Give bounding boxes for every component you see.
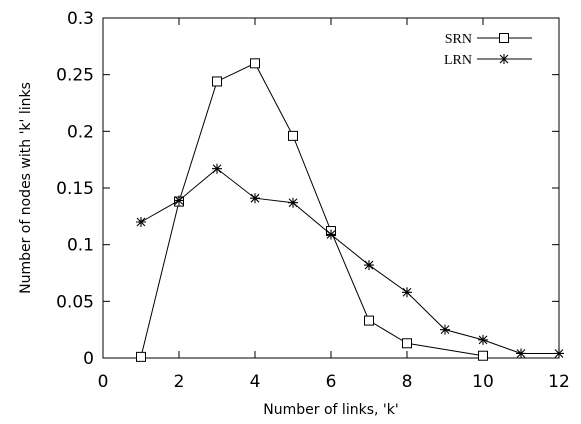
x-tick-label: 12 [548,372,570,392]
series-lrn-point [326,229,336,240]
series-srn-point [402,338,412,349]
series-lrn-point [136,217,146,227]
x-tick-label: 10 [472,372,494,392]
series-layer [136,58,564,362]
series-lrn-point [516,348,526,359]
series-srn-point [136,351,146,362]
legend-marker-srn [499,33,509,43]
series-lrn-point [174,195,184,206]
series-srn-point [288,130,298,141]
y-tick-label: 0.25 [56,66,94,86]
series-lrn-point [212,163,222,174]
y-tick-label: 0.2 [67,122,94,142]
series-lrn-point [364,260,374,271]
y-tick-label: 0.05 [56,292,94,312]
x-axis-label: Number of links, 'k' [263,402,398,418]
x-tick-label: 2 [174,372,185,392]
legend-marker-lrn [499,54,509,64]
series-lrn-line [140,168,559,354]
series-lrn-point [478,334,488,345]
axis-ticks: 0 2 4 6 8 10 12 0 0.05 0.1 0.15 0.2 0.25 0.3 [56,9,570,392]
y-tick-label: 0.3 [67,9,94,29]
legend-label-srn: SRN [445,32,472,47]
x-tick-label: 6 [326,372,337,392]
y-tick-label: 0.1 [67,236,94,256]
legend-label-lrn: LRN [444,53,472,68]
series-srn-point [364,315,374,326]
series-lrn [136,163,564,359]
series-srn-point [250,58,260,69]
x-tick-label: 8 [402,372,413,392]
x-tick-label: 0 [98,372,109,392]
series-srn-line [140,62,484,357]
y-tick-label: 0 [83,349,94,369]
y-axis-label: Number of nodes with 'k' links [18,82,34,294]
legend: SRN LRN [444,32,532,68]
series-lrn-point [554,348,564,359]
series-srn-point [212,76,222,87]
series-lrn-point [402,287,412,298]
plot-frame [102,17,560,359]
x-tick-label: 4 [250,372,261,392]
series-lrn-point [440,324,450,335]
series-srn-point [478,350,488,361]
series-srn [136,58,488,362]
series-lrn-point [250,193,260,204]
series-lrn-point [288,197,298,208]
y-tick-label: 0.15 [56,179,94,199]
